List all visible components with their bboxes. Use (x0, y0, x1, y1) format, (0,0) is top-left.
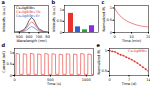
svg-text:7: 7 (127, 77, 131, 82)
svg-text:Time (d): Time (d) (121, 82, 137, 86)
svg-text:14: 14 (146, 77, 150, 81)
svg-text:20: 20 (146, 34, 150, 38)
svg-text:Cs₂AgBiBr₆: Cs₂AgBiBr₆ (128, 49, 148, 53)
svg-text:10: 10 (129, 34, 134, 39)
svg-text:0: 0 (10, 74, 12, 78)
svg-text:0: 0 (113, 34, 115, 38)
svg-text:Normalized PL: Normalized PL (101, 6, 105, 31)
svg-text:e: e (97, 42, 101, 48)
svg-text:c: c (102, 0, 105, 5)
svg-text:Cs₂AgBiBr₆:Er: Cs₂AgBiBr₆:Er (16, 14, 40, 18)
svg-text:500: 500 (47, 77, 54, 82)
svg-text:1: 1 (10, 51, 12, 55)
svg-text:1: 1 (105, 49, 107, 53)
svg-text:Intensity (a.u.): Intensity (a.u.) (51, 6, 55, 32)
svg-text:b: b (52, 0, 56, 5)
svg-text:1: 1 (60, 8, 62, 12)
svg-text:Current (nA): Current (nA) (1, 51, 5, 73)
svg-text:Cs₂AgBiBr₆:Yb: Cs₂AgBiBr₆:Yb (16, 10, 41, 15)
svg-text:0: 0 (60, 31, 62, 35)
svg-text:1000: 1000 (82, 77, 91, 81)
svg-text:Time (min): Time (min) (121, 39, 142, 43)
svg-text:0.5: 0.5 (101, 69, 107, 73)
svg-text:Wavelength (nm): Wavelength (nm) (16, 39, 47, 43)
svg-text:Cs₂AgBiBr₆: Cs₂AgBiBr₆ (16, 6, 35, 11)
svg-text:0.5: 0.5 (6, 62, 12, 66)
svg-text:700: 700 (35, 34, 43, 39)
svg-text:0.5: 0.5 (56, 19, 62, 23)
svg-text:500: 500 (16, 34, 23, 39)
svg-text:0: 0 (108, 77, 110, 81)
svg-text:0: 0 (110, 31, 112, 35)
svg-text:0.5: 0.5 (106, 18, 112, 22)
svg-text:0: 0 (13, 77, 15, 81)
svg-text:d: d (2, 42, 6, 48)
svg-text:Intensity (a.u.): Intensity (a.u.) (1, 6, 5, 32)
svg-text:600: 600 (25, 34, 33, 39)
svg-text:a: a (2, 0, 5, 5)
svg-text:Time (s): Time (s) (46, 82, 62, 86)
svg-text:1: 1 (110, 6, 112, 10)
svg-text:Normalized PL: Normalized PL (96, 49, 100, 74)
